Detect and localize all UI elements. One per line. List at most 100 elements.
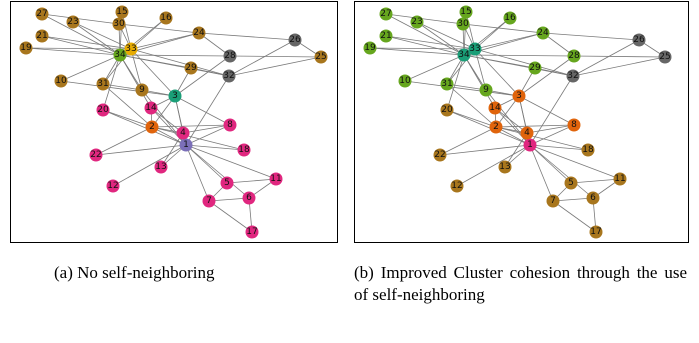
nodes-a: 1234567891011121314151617181920212223242…: [19, 5, 328, 239]
edge-6-7: [208, 197, 250, 202]
edge-4-8: [182, 124, 231, 134]
edge-2-20: [102, 109, 153, 128]
edge-28-34: [463, 54, 575, 57]
node-33: [468, 42, 482, 56]
node-12: [450, 179, 464, 193]
node-label-30: 30: [457, 19, 469, 29]
node-label-10: 10: [399, 76, 411, 86]
edge-3-8: [174, 95, 231, 126]
node-label-32: 32: [223, 71, 234, 81]
node-28: [567, 49, 581, 63]
node-7: [202, 194, 216, 208]
edge-23-34: [72, 21, 121, 56]
caption-a: (a) No self-neighboring: [54, 263, 215, 282]
edge-3-10: [404, 80, 520, 97]
edge-24-30: [462, 23, 544, 34]
edge-19-33: [25, 47, 132, 50]
node-label-1: 1: [183, 140, 189, 150]
edge-1-5: [185, 144, 228, 184]
edge-2-18: [151, 126, 245, 151]
edge-2-8: [151, 124, 231, 128]
node-label-9: 9: [139, 85, 145, 95]
edge-2-31: [102, 83, 153, 128]
edge-4-14: [494, 107, 528, 134]
edge-10-34: [404, 54, 465, 82]
node-label-23: 23: [67, 17, 78, 27]
node-30: [456, 17, 470, 31]
edge-23-34: [416, 21, 465, 56]
node-label-33: 33: [125, 44, 136, 54]
edge-25-32: [228, 56, 322, 77]
edges-b: [369, 11, 666, 233]
edge-24-26: [542, 32, 640, 41]
node-30: [112, 17, 126, 31]
edge-25-28: [229, 55, 322, 58]
node-27: [379, 7, 393, 21]
node-10: [54, 74, 68, 88]
node-label-23: 23: [411, 17, 422, 27]
node-label-25: 25: [315, 52, 326, 62]
node-29: [184, 61, 198, 75]
node-label-15: 15: [116, 7, 127, 17]
edge-9-33: [130, 48, 143, 91]
node-14: [488, 101, 502, 115]
node-label-4: 4: [180, 128, 186, 138]
node-label-4: 4: [524, 128, 530, 138]
edge-1-5: [529, 144, 572, 184]
node-label-8: 8: [227, 120, 233, 130]
node-15: [459, 5, 473, 19]
edge-1-11: [185, 144, 277, 180]
edge-3-28: [174, 55, 231, 97]
node-label-33: 33: [469, 44, 480, 54]
edge-32-34: [463, 54, 574, 77]
node-13: [498, 160, 512, 174]
edge-3-10: [60, 80, 176, 97]
node-18: [237, 143, 251, 157]
node-16: [159, 11, 173, 25]
node-32: [566, 69, 580, 83]
edges-a: [25, 11, 322, 233]
edge-4-14: [150, 107, 184, 134]
node-label-22: 22: [90, 150, 101, 160]
node-label-10: 10: [55, 76, 67, 86]
edge-26-32: [228, 39, 296, 77]
edge-1-11: [529, 144, 621, 180]
edge-25-32: [572, 56, 666, 77]
edge-9-33: [474, 48, 487, 91]
node-1: [179, 138, 193, 152]
node-6: [242, 191, 256, 205]
edge-32-33: [474, 48, 574, 77]
edge-1-6: [529, 144, 594, 199]
edge-1-32: [529, 75, 574, 146]
node-34: [457, 48, 471, 62]
edge-23-33: [416, 21, 476, 50]
edge-3-33: [474, 48, 520, 97]
node-24: [192, 26, 206, 40]
node-label-24: 24: [193, 28, 205, 38]
edge-21-33: [385, 35, 476, 50]
edge-3-28: [518, 55, 575, 97]
node-19: [19, 41, 33, 55]
node-label-28: 28: [224, 51, 236, 61]
edge-5-11: [226, 178, 277, 184]
node-label-34: 34: [114, 50, 126, 60]
node-13: [154, 160, 168, 174]
edge-20-34: [102, 54, 121, 111]
node-22: [433, 148, 447, 162]
node-8: [567, 118, 581, 132]
node-34: [113, 48, 127, 62]
graph-frame-a: 1 2 3 4 5 6 7 8 9 10 11 12 13 14 15 16 17 18 19 20 21 22 23 24 2…: [10, 1, 338, 243]
nodes-b: 1234567891011121314151617181920212223242…: [363, 5, 672, 239]
node-label-14: 14: [145, 103, 157, 113]
edge-27-30: [385, 13, 464, 25]
node-label-30: 30: [113, 19, 125, 29]
edge-3-8: [518, 95, 575, 126]
node-14: [144, 101, 158, 115]
node-25: [658, 50, 672, 64]
node-label-11: 11: [270, 174, 281, 184]
edge-9-31: [446, 83, 487, 91]
node-label-3: 3: [172, 91, 178, 101]
edge-28-34: [119, 54, 231, 57]
edge-27-34: [385, 13, 465, 56]
node-label-32: 32: [567, 71, 578, 81]
